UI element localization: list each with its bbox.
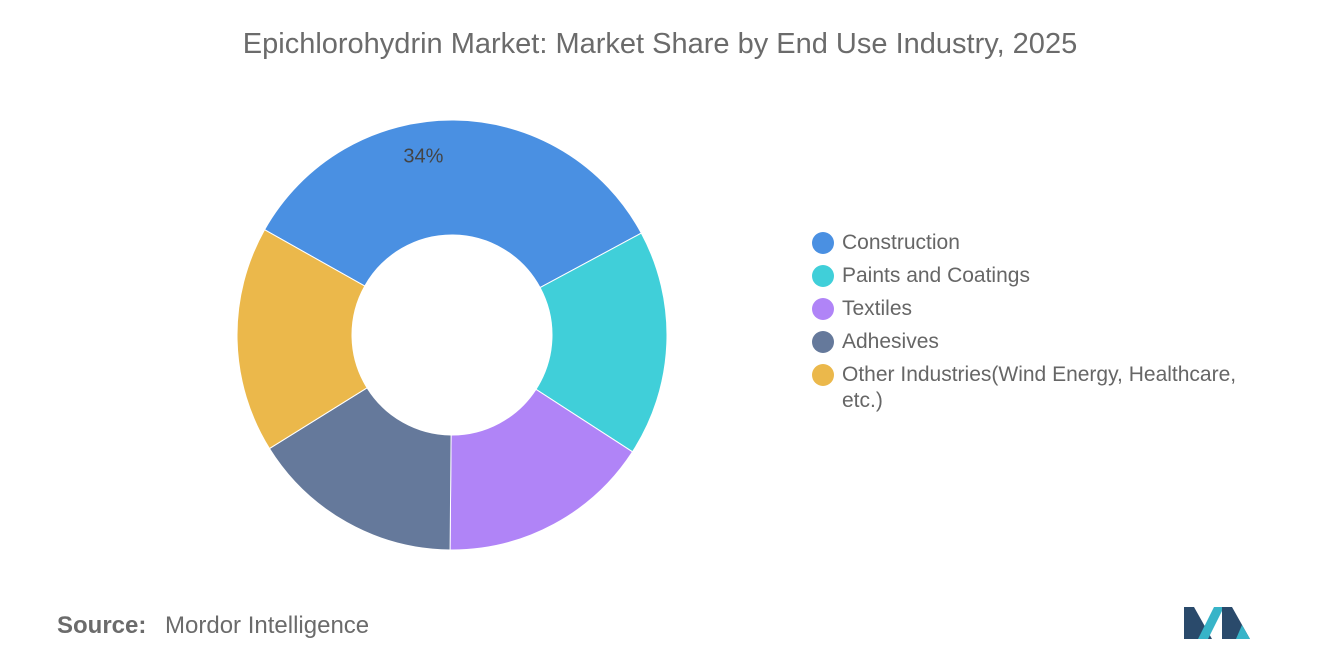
source-value: Mordor Intelligence — [165, 612, 370, 639]
legend-label: Textiles — [842, 297, 913, 320]
legend-swatch — [812, 364, 834, 386]
legend-item: Textiles — [812, 296, 1282, 322]
legend-item: Construction — [812, 230, 1282, 256]
legend-swatch — [812, 298, 834, 320]
legend-swatch — [812, 331, 834, 353]
logo-shape-right-accent — [1236, 625, 1250, 639]
legend-item: Adhesives — [812, 329, 1282, 355]
legend-swatch — [812, 232, 834, 254]
chart-title: Epichlorohydrin Market: Market Share by … — [242, 28, 1078, 60]
legend-item: Paints and Coatings — [812, 263, 1282, 289]
donut-chart: 34% — [236, 119, 668, 551]
chart-legend: Construction Paints and Coatings Textiles A… — [812, 230, 1282, 421]
legend-label: Paints and Coatings — [842, 264, 1030, 287]
source-note: Source: Mordor Intelligence — [57, 612, 369, 640]
legend-label: Other Industries(Wind Energy, Healthcare… — [842, 363, 1237, 412]
data-label: 34% — [403, 146, 443, 168]
slice-construction — [263, 119, 643, 289]
legend-label: Construction — [842, 231, 960, 254]
mordor-intelligence-logo-icon — [1184, 607, 1250, 639]
slice-textiles — [449, 388, 634, 551]
logo-shape-mid — [1198, 607, 1224, 639]
slice-paints-and-coatings — [535, 232, 668, 453]
legend-item: Other Industries(Wind Energy, Healthcare… — [812, 362, 1282, 414]
legend-swatch — [812, 265, 834, 287]
source-label: Source: — [57, 612, 147, 639]
legend-label: Adhesives — [842, 330, 939, 353]
slice-other-industries-wind-energy-healthcare-etc — [236, 229, 368, 450]
slice-adhesives — [268, 387, 452, 551]
